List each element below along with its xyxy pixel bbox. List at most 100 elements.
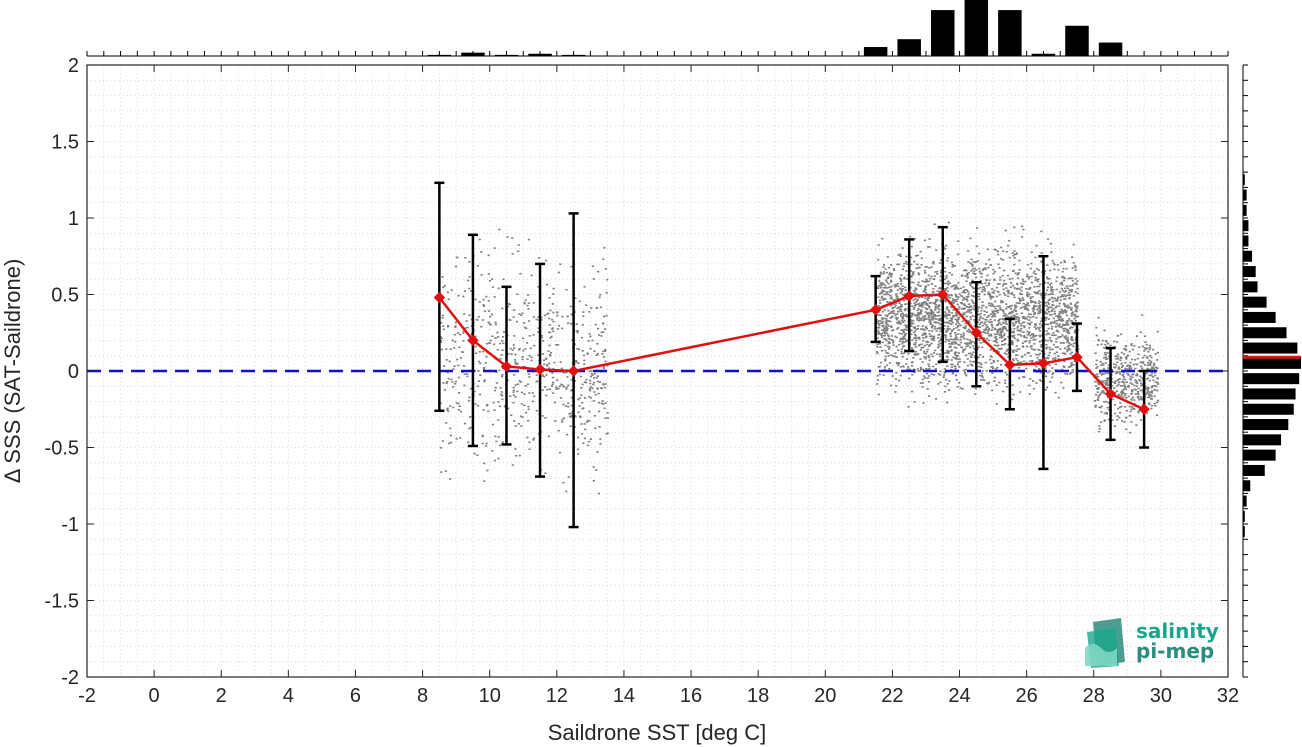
- scatter-point: [899, 340, 902, 343]
- scatter-point: [1018, 259, 1021, 262]
- scatter-point: [550, 385, 553, 387]
- scatter-point: [1063, 303, 1066, 306]
- scatter-point: [1067, 366, 1070, 368]
- scatter-point: [1035, 278, 1038, 281]
- scatter-point: [1047, 318, 1050, 320]
- scatter-point: [537, 316, 540, 318]
- scatter-point: [1066, 314, 1069, 317]
- scatter-point: [451, 339, 454, 342]
- top-hist-bar: [863, 47, 888, 56]
- scatter-point: [945, 244, 948, 247]
- scatter-point: [1021, 278, 1024, 281]
- scatter-point: [904, 303, 907, 305]
- scatter-point: [1121, 389, 1124, 392]
- scatter-point: [606, 365, 609, 367]
- scatter-point: [980, 334, 983, 336]
- scatter-point: [949, 345, 952, 348]
- scatter-point: [962, 334, 965, 336]
- scatter-point: [1134, 367, 1137, 370]
- scatter-point: [1004, 321, 1007, 323]
- scatter-point: [513, 374, 516, 376]
- scatter-point: [993, 289, 996, 292]
- scatter-point: [939, 259, 942, 261]
- scatter-point: [943, 282, 946, 285]
- scatter-point: [457, 402, 460, 405]
- scatter-point: [487, 410, 490, 413]
- scatter-point: [1053, 268, 1056, 271]
- scatter-point: [924, 291, 927, 294]
- scatter-point: [986, 330, 990, 332]
- scatter-point: [1156, 377, 1159, 380]
- scatter-point: [893, 303, 896, 305]
- scatter-point: [1048, 346, 1051, 349]
- scatter-point: [1134, 381, 1137, 384]
- scatter-point: [1029, 360, 1032, 362]
- scatter-point: [1061, 289, 1064, 292]
- scatter-point: [921, 280, 924, 282]
- scatter-point: [555, 386, 558, 389]
- scatter-point: [884, 284, 887, 287]
- scatter-point: [976, 321, 979, 324]
- scatter-point: [907, 353, 910, 355]
- scatter-point: [1013, 287, 1016, 289]
- scatter-point: [1068, 344, 1071, 347]
- scatter-point: [532, 302, 536, 304]
- scatter-point: [1062, 387, 1065, 389]
- scatter-point: [1071, 279, 1074, 282]
- scatter-point: [929, 323, 932, 326]
- scatter-point: [1034, 305, 1037, 307]
- scatter-point: [954, 293, 957, 296]
- scatter-point: [1023, 360, 1026, 363]
- scatter-point: [967, 352, 970, 355]
- scatter-point: [899, 313, 903, 316]
- scatter-point: [445, 382, 448, 385]
- scatter-point: [964, 373, 967, 375]
- scatter-point: [477, 316, 480, 318]
- scatter-point: [593, 391, 596, 393]
- scatter-point: [1118, 416, 1121, 419]
- scatter-point: [957, 333, 960, 335]
- scatter-point: [883, 309, 886, 311]
- scatter-point: [1063, 366, 1066, 368]
- scatter-point: [899, 308, 902, 310]
- scatter-point: [890, 354, 893, 356]
- scatter-point: [937, 322, 940, 324]
- scatter-point: [887, 341, 890, 343]
- scatter-point: [1022, 331, 1025, 333]
- scatter-point: [986, 274, 989, 277]
- scatter-point: [979, 316, 983, 318]
- scatter-point: [917, 313, 920, 315]
- scatter-point: [938, 304, 941, 306]
- scatter-point: [913, 401, 916, 403]
- scatter-point: [1001, 321, 1005, 324]
- scatter-point: [1127, 384, 1130, 387]
- scatter-point: [1056, 329, 1059, 332]
- scatter-point: [987, 284, 991, 286]
- scatter-point: [899, 277, 902, 279]
- scatter-point: [594, 323, 597, 326]
- scatter-point: [944, 335, 947, 337]
- scatter-point: [492, 401, 495, 404]
- scatter-point: [567, 476, 570, 478]
- scatter-point: [570, 396, 573, 399]
- scatter-point: [939, 359, 942, 361]
- scatter-point: [891, 339, 894, 341]
- scatter-point: [899, 323, 902, 325]
- scatter-point: [893, 312, 896, 315]
- scatter-point: [962, 337, 966, 340]
- y-tick-label: 0: [68, 361, 79, 383]
- scatter-point: [528, 441, 531, 444]
- scatter-point: [1018, 377, 1021, 379]
- scatter-point: [442, 328, 445, 331]
- top-hist-bar: [998, 10, 1022, 56]
- scatter-point: [1004, 371, 1007, 374]
- scatter-point: [924, 301, 927, 304]
- scatter-point: [1012, 331, 1015, 334]
- scatter-point: [940, 269, 943, 272]
- scatter-point: [1023, 376, 1026, 378]
- scatter-point: [1096, 373, 1099, 376]
- scatter-point: [919, 366, 922, 369]
- scatter-point: [570, 265, 573, 268]
- scatter-point: [1040, 380, 1043, 382]
- scatter-point: [1040, 230, 1043, 233]
